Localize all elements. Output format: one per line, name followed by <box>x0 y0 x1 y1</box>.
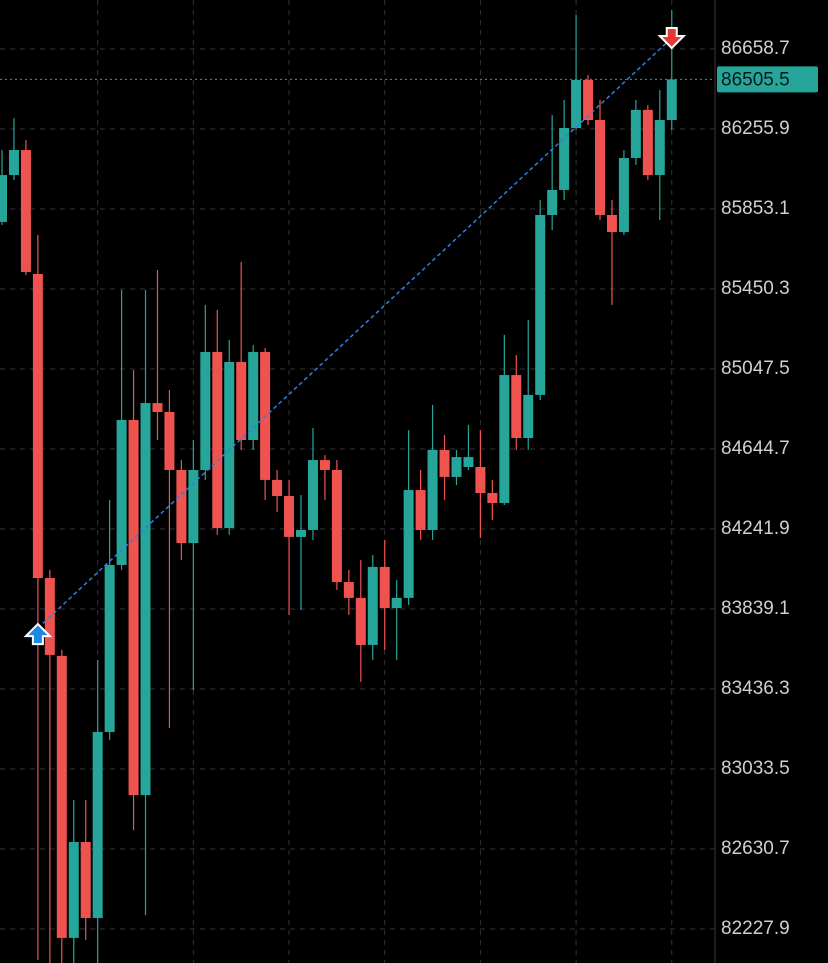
candle-body <box>355 597 366 645</box>
candle-body <box>535 214 546 395</box>
candle-body <box>499 375 510 503</box>
candle-body <box>463 457 474 468</box>
y-tick-label: 84644.7 <box>721 438 790 459</box>
candle-body <box>583 79 594 121</box>
candle-body <box>307 460 318 530</box>
candle-body <box>595 120 605 215</box>
candle-body <box>606 214 617 233</box>
y-tick-label: 83839.1 <box>721 598 790 619</box>
y-tick-label: 83436.3 <box>721 678 790 699</box>
candle-body <box>92 731 103 919</box>
candle-body <box>319 460 330 470</box>
candle-body <box>403 490 414 598</box>
candle-body <box>212 352 223 528</box>
candle-body <box>475 467 486 494</box>
candle-body <box>80 841 91 919</box>
candle-body <box>200 352 211 470</box>
exit-arrow <box>657 27 687 50</box>
candle-body <box>188 469 199 544</box>
candle-body <box>451 457 462 477</box>
candle-body <box>618 157 629 233</box>
y-tick-label: 85450.3 <box>721 278 790 299</box>
y-tick-label: 83033.5 <box>721 758 790 779</box>
candle-body <box>547 189 558 215</box>
candle-body <box>511 375 522 439</box>
candle-body <box>439 449 450 477</box>
candle-body <box>331 469 342 583</box>
candle-body <box>8 150 19 176</box>
y-tick-label: 82630.7 <box>721 838 790 859</box>
y-tick-label: 85853.1 <box>721 198 790 219</box>
candle-body <box>68 841 79 938</box>
candle-body <box>391 597 402 609</box>
candle-body <box>571 79 582 128</box>
candle-body <box>0 175 7 222</box>
candle-body <box>379 566 390 609</box>
candle-body <box>224 361 235 528</box>
candle-body <box>116 419 127 565</box>
candle-body <box>248 352 259 441</box>
last-price-box <box>717 66 818 93</box>
y-tick-label: 86255.9 <box>721 118 790 139</box>
candle-body <box>104 564 115 732</box>
candle-body <box>559 127 570 190</box>
y-tick-label: 84241.9 <box>721 518 790 539</box>
candle-body <box>427 449 438 530</box>
candle-body <box>128 419 139 796</box>
candle-body <box>415 490 426 530</box>
last-price-label: 86505.5 <box>721 69 790 90</box>
candle-body <box>666 79 677 121</box>
candle-body <box>20 150 31 272</box>
candle-body <box>140 403 151 796</box>
candle-body <box>343 582 354 598</box>
candle-body <box>56 655 67 938</box>
trade-line <box>37 37 673 629</box>
candle-body <box>367 566 378 645</box>
candle-body <box>164 411 175 470</box>
candle-body <box>272 479 283 497</box>
candle-body <box>176 469 187 544</box>
candle-body <box>654 120 665 176</box>
candle-body <box>630 109 641 158</box>
candle-body <box>284 496 295 537</box>
entry-arrow <box>23 622 53 646</box>
y-tick-label: 86658.7 <box>721 38 790 59</box>
candle-body <box>642 109 653 176</box>
candle-body <box>236 361 247 441</box>
y-tick-label: 82227.9 <box>721 918 790 939</box>
candle-body <box>32 273 43 579</box>
candle-body <box>296 529 306 537</box>
candle-body <box>152 403 163 412</box>
y-tick-label: 85047.5 <box>721 358 790 379</box>
candle-body <box>487 493 498 503</box>
candle-body <box>523 394 534 439</box>
